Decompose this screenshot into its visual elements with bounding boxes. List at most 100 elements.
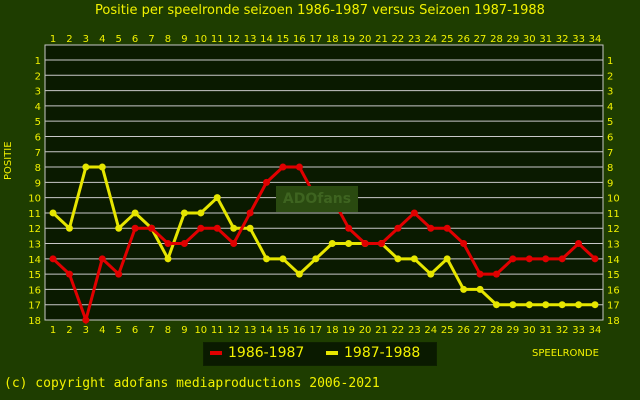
data-point-1986-1987 [394,224,402,232]
x-tick-label-bottom: 32 [556,325,569,336]
x-tick-label-bottom: 14 [260,325,273,336]
x-tick-label-top: 1 [50,34,56,45]
x-tick-label-top: 20 [359,34,372,45]
x-tick-label-top: 33 [572,34,585,45]
data-point-1987-1988 [131,209,139,217]
x-tick-label-bottom: 13 [244,325,257,336]
data-point-1986-1987 [509,255,517,263]
x-tick-label-bottom: 23 [408,325,421,336]
x-tick-label-top: 25 [441,34,454,45]
data-point-1987-1988 [246,224,254,232]
y-tick-label-left: 1 [35,56,41,67]
y-tick-label-left: 10 [28,194,41,205]
x-tick-label-top: 28 [490,34,503,45]
x-tick-label-top: 30 [523,34,536,45]
x-tick-label-bottom: 2 [66,325,72,336]
y-tick-label-left: 8 [35,163,41,174]
x-tick-label-top: 12 [227,34,240,45]
series-line-1987-1988 [51,165,595,307]
plot-frame [44,44,604,321]
x-tick-label-bottom: 4 [99,325,105,336]
y-tick-label-left: 18 [28,316,41,327]
x-tick-label-top: 5 [116,34,122,45]
y-axis-title: POSITIE [3,141,14,180]
y-tick-label-left: 6 [35,132,41,143]
y-tick-label-right: 18 [607,316,620,327]
x-tick-label-bottom: 22 [392,325,405,336]
x-tick-label-top: 23 [408,34,421,45]
x-tick-label-top: 13 [244,34,257,45]
data-point-1986-1987 [148,224,156,232]
x-tick-label-bottom: 29 [507,325,520,336]
y-tick-label-right: 3 [607,87,613,98]
data-point-1986-1987 [263,178,271,186]
x-tick-label-top: 7 [148,34,154,45]
data-point-1987-1988 [427,270,435,278]
x-tick-label-top: 18 [326,34,339,45]
x-tick-label-bottom: 24 [424,325,437,336]
data-point-1987-1988 [279,255,287,263]
x-tick-label-bottom: 25 [441,325,454,336]
data-point-1986-1987 [230,240,238,248]
data-point-1986-1987 [361,240,369,248]
x-tick-label-bottom: 30 [523,325,536,336]
x-tick-label-top: 10 [194,34,207,45]
x-tick-label-bottom: 11 [211,325,224,336]
data-point-1986-1987 [246,209,254,217]
data-point-1986-1987 [377,240,385,248]
x-tick-label-bottom: 5 [116,325,122,336]
y-tick-label-right: 4 [607,102,613,113]
x-tick-label-bottom: 26 [457,325,470,336]
data-point-1987-1988 [443,255,451,263]
y-tick-label-left: 13 [28,240,41,251]
y-tick-label-left: 2 [35,71,41,82]
x-tick-label-bottom: 7 [148,325,154,336]
x-tick-label-bottom: 6 [132,325,138,336]
x-tick-label-top: 24 [424,34,437,45]
legend: 1986-1987 1987-1988 [203,342,437,366]
data-point-1986-1987 [476,270,484,278]
y-tick-label-right: 5 [607,117,613,128]
y-tick-label-left: 17 [28,301,41,312]
data-point-1986-1987 [427,224,435,232]
x-tick-label-top: 19 [342,34,355,45]
x-tick-label-top: 32 [556,34,569,45]
x-tick-label-top: 6 [132,34,138,45]
data-point-1987-1988 [345,240,353,248]
legend-swatch-red [210,351,222,355]
data-point-1986-1987 [525,255,533,263]
x-tick-label-bottom: 19 [342,325,355,336]
data-point-1986-1987 [492,270,500,278]
y-tick-label-right: 7 [607,148,613,159]
watermark-logo: ADOfans [276,186,358,212]
data-point-1987-1988 [492,301,500,309]
y-tick-label-right: 14 [607,255,620,266]
data-point-1986-1987 [131,224,139,232]
x-tick-label-bottom: 18 [326,325,339,336]
y-tick-label-left: 11 [28,209,41,220]
y-tick-label-left: 5 [35,117,41,128]
x-tick-label-bottom: 21 [375,325,388,336]
x-tick-label-bottom: 10 [194,325,207,336]
x-tick-label-top: 21 [375,34,388,45]
x-tick-label-top: 2 [66,34,72,45]
data-point-1986-1987 [575,240,583,248]
x-tick-label-bottom: 16 [293,325,306,336]
data-point-1987-1988 [295,270,303,278]
x-tick-label-bottom: 34 [589,325,602,336]
data-point-1987-1988 [394,255,402,263]
data-point-1987-1988 [410,255,418,263]
x-tick-label-top: 17 [309,34,322,45]
x-axis-title: SPEELRONDE [532,348,599,359]
data-point-1986-1987 [213,224,221,232]
y-tick-label-right: 8 [607,163,613,174]
data-point-1987-1988 [525,301,533,309]
data-point-1986-1987 [558,255,566,263]
x-tick-label-top: 16 [293,34,306,45]
y-tick-label-left: 4 [35,102,41,113]
y-tick-label-left: 9 [35,178,41,189]
y-tick-label-right: 17 [607,301,620,312]
legend-item-1986-1987: 1986-1987 [210,345,304,361]
data-point-1987-1988 [591,301,599,309]
y-tick-label-right: 12 [607,224,620,235]
